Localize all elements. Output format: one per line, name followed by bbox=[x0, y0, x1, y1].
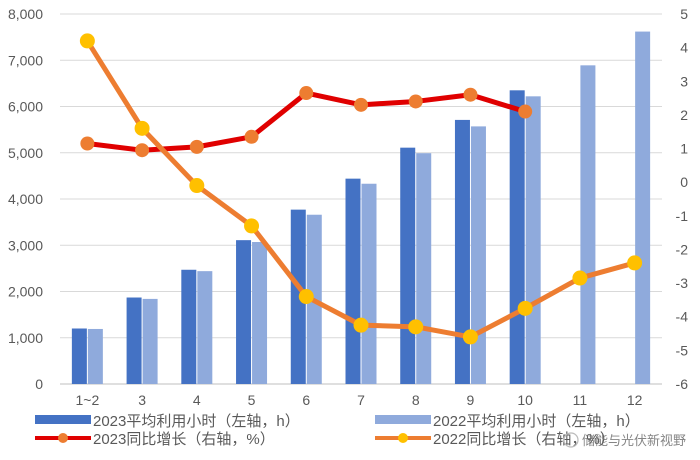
bar-2023 bbox=[236, 240, 252, 384]
x-tick-label: 1~2 bbox=[75, 392, 99, 408]
legend-label-2023-line: 2023同比增长（右轴，%） bbox=[93, 431, 275, 448]
y-right-tick-label: 5 bbox=[680, 6, 688, 22]
x-tick-label: 7 bbox=[357, 392, 365, 408]
bar-2023 bbox=[181, 269, 197, 384]
bar-2022 bbox=[87, 328, 103, 384]
y-right-tick-label: 3 bbox=[680, 73, 688, 89]
bar-2023 bbox=[509, 90, 525, 384]
bar-2023 bbox=[345, 178, 361, 384]
legend-label-2022-bar: 2022平均利用小时（左轴，h） bbox=[433, 413, 640, 430]
bar-2022 bbox=[197, 271, 213, 384]
y-right-tick-label: 1 bbox=[680, 141, 688, 157]
gridlines bbox=[60, 13, 662, 385]
point-2022 bbox=[134, 120, 150, 136]
point-2023 bbox=[244, 129, 259, 144]
point-2022 bbox=[298, 289, 314, 305]
bar-layer bbox=[71, 31, 651, 385]
point-2022 bbox=[462, 329, 478, 345]
bar-2023 bbox=[400, 147, 416, 384]
watermark: 储能与光伏新视野 bbox=[563, 432, 686, 448]
legend: 2023平均利用小时（左轴，h） 2022平均利用小时（左轴，h） 2023同比增长… bbox=[35, 413, 640, 448]
point-2023 bbox=[135, 143, 150, 158]
y-left-tick-label: 2,000 bbox=[8, 284, 43, 300]
bar-2023 bbox=[290, 209, 306, 384]
y-right-tick-label: -5 bbox=[676, 342, 689, 358]
point-2023 bbox=[463, 87, 478, 102]
x-tick-label: 6 bbox=[302, 392, 310, 408]
point-2022 bbox=[79, 33, 95, 49]
point-2022 bbox=[517, 300, 533, 316]
bar-2022 bbox=[470, 126, 486, 384]
axis-layer: 0 1,000 2,000 3,000 4,000 5,000 6,000 7,000 8,00… bbox=[8, 6, 688, 408]
bar-2022 bbox=[361, 183, 377, 384]
legend-marker-2022-line bbox=[398, 433, 408, 443]
point-2023 bbox=[299, 86, 314, 101]
y-right-tick-label: 2 bbox=[680, 107, 688, 123]
legend-swatch-2022-bar bbox=[375, 415, 431, 424]
y-right-tick-label: 4 bbox=[680, 40, 688, 56]
x-tick-label: 9 bbox=[467, 392, 475, 408]
legend-marker-2023-line bbox=[58, 433, 68, 443]
bar-2022 bbox=[142, 298, 158, 384]
watermark-text: 储能与光伏新视野 bbox=[582, 433, 686, 448]
point-2023 bbox=[518, 104, 533, 119]
point-2023 bbox=[189, 139, 204, 154]
y-left-tick-label: 8,000 bbox=[8, 6, 43, 22]
legend-label-2022-line: 2022同比增长（右轴，%） bbox=[433, 431, 615, 448]
bar-2022 bbox=[252, 242, 268, 384]
y-left-tick-label: 7,000 bbox=[8, 52, 43, 68]
y-right-tick-label: -3 bbox=[676, 275, 689, 291]
x-tick-label: 11 bbox=[573, 392, 588, 408]
x-tick-label: 12 bbox=[627, 392, 643, 408]
bar-2022 bbox=[416, 153, 432, 384]
y-left-tick-label: 0 bbox=[35, 376, 43, 392]
y-left-tick-label: 4,000 bbox=[8, 191, 43, 207]
y-left-tick-label: 3,000 bbox=[8, 237, 43, 253]
line-layer bbox=[79, 33, 643, 345]
point-2022 bbox=[572, 270, 588, 286]
y-right-tick-label: -2 bbox=[676, 241, 689, 257]
x-tick-label: 8 bbox=[412, 392, 420, 408]
y-left-tick-label: 5,000 bbox=[8, 145, 43, 161]
y-left-tick-label: 6,000 bbox=[8, 99, 43, 115]
point-2022 bbox=[627, 255, 643, 271]
point-2023 bbox=[354, 97, 368, 112]
bar-2023 bbox=[126, 297, 142, 384]
x-tick-label: 3 bbox=[138, 392, 146, 408]
bar-2022 bbox=[580, 65, 596, 385]
y-left-tick-label: 1,000 bbox=[8, 330, 43, 346]
point-2022 bbox=[244, 218, 260, 234]
x-tick-label: 4 bbox=[193, 392, 201, 408]
bar-2022 bbox=[525, 96, 541, 384]
x-tick-label: 5 bbox=[248, 392, 256, 408]
bar-2023 bbox=[454, 119, 470, 384]
line-2022 bbox=[84, 38, 638, 340]
bar-2023 bbox=[71, 328, 87, 384]
y-right-tick-label: -1 bbox=[676, 208, 689, 224]
point-2022 bbox=[353, 317, 369, 333]
point-2022 bbox=[189, 178, 205, 194]
bar-2022 bbox=[635, 31, 651, 384]
watermark-icon bbox=[563, 432, 579, 448]
legend-label-2023-bar: 2023平均利用小时（左轴，h） bbox=[93, 413, 300, 430]
y-right-tick-label: -6 bbox=[676, 376, 689, 392]
x-tick-label: 10 bbox=[517, 392, 533, 408]
y-right-tick-label: 0 bbox=[680, 174, 688, 190]
legend-swatch-2023-bar bbox=[35, 415, 91, 424]
point-2023 bbox=[408, 94, 423, 109]
y-right-tick-label: -4 bbox=[676, 309, 689, 325]
point-2022 bbox=[408, 319, 424, 335]
point-2023 bbox=[80, 136, 95, 151]
